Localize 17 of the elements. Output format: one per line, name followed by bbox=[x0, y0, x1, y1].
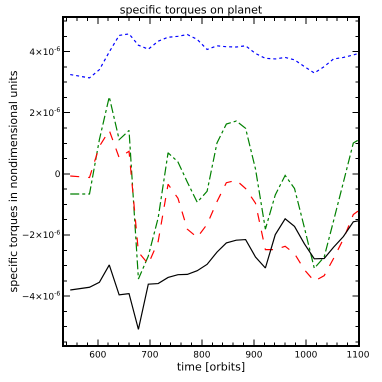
y-tick-label: 0 bbox=[54, 170, 61, 180]
y-tick-label: 2×10$^{-6}$ bbox=[29, 107, 60, 119]
line-series bbox=[70, 33, 358, 78]
x-tick-label: 900 bbox=[245, 350, 263, 361]
y-tick-label: −2×10$^{-6}$ bbox=[22, 229, 60, 242]
x-tick-label: 1000 bbox=[294, 350, 318, 361]
y-tick-label: −4×10$^{-6}$ bbox=[22, 290, 60, 302]
x-tick-label: 700 bbox=[141, 350, 159, 361]
line-series bbox=[70, 130, 358, 282]
y-axis-title: specific torques in nondimensional units bbox=[7, 70, 20, 292]
x-axis-title: time [orbits] bbox=[176, 360, 246, 374]
x-tick-label: 800 bbox=[193, 350, 211, 361]
line-series bbox=[70, 96, 358, 280]
y-tick-label: 4×10$^{-6}$ bbox=[29, 46, 60, 58]
chart-title: specific torques on planet bbox=[120, 3, 263, 16]
x-tick-label: 1100 bbox=[346, 350, 370, 361]
x-tick-label: 600 bbox=[89, 350, 107, 361]
